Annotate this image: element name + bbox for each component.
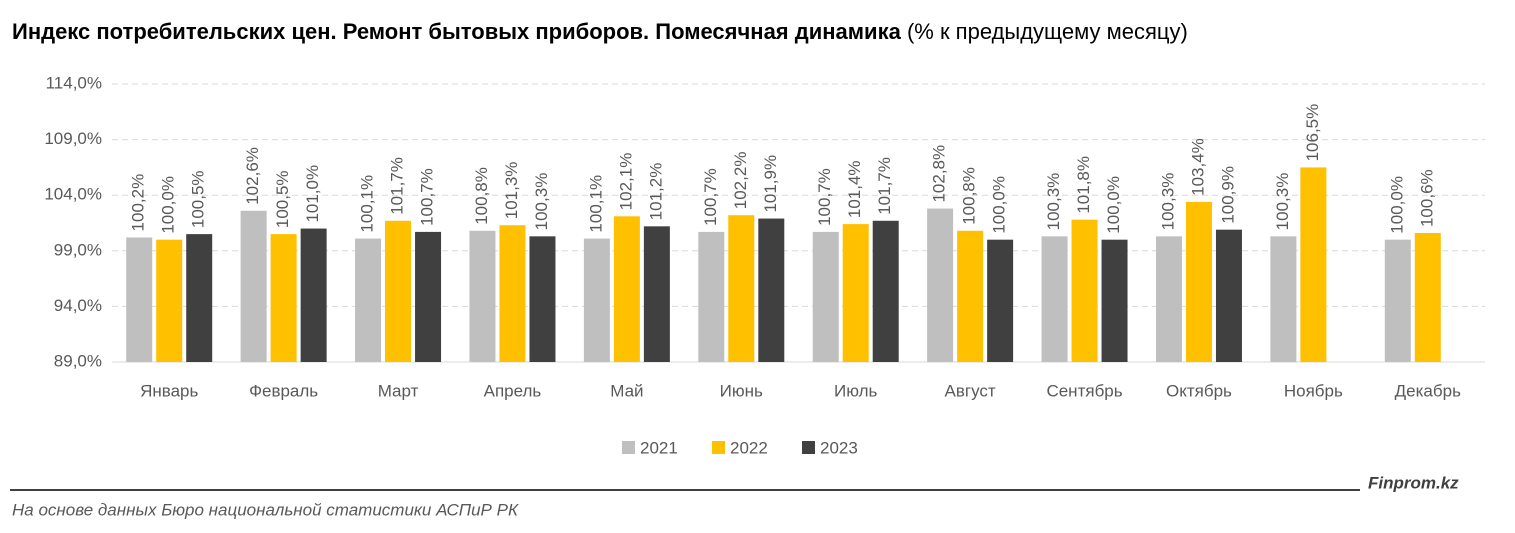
x-tick-label: Январь: [140, 381, 198, 400]
bar: [728, 215, 755, 362]
bar: [842, 224, 869, 362]
value-label: 100,2%: [129, 174, 148, 232]
value-label: 100,0%: [159, 176, 178, 234]
brand: Finprom.kz: [1368, 473, 1459, 492]
value-label: 101,8%: [1074, 156, 1093, 214]
value-label: 100,5%: [273, 170, 292, 228]
title-sub: (% к предыдущему месяцу): [907, 19, 1188, 44]
y-tick-label: 104,0%: [44, 185, 102, 204]
bar: [240, 210, 267, 362]
x-tick-label: Май: [610, 381, 643, 400]
bar: [355, 238, 382, 362]
y-tick-label: 89,0%: [54, 351, 102, 370]
value-label: 100,1%: [358, 175, 377, 233]
value-label: 100,8%: [960, 167, 979, 225]
value-label: 106,5%: [1303, 104, 1322, 162]
value-label: 100,3%: [532, 173, 551, 231]
value-label: 100,6%: [1417, 169, 1436, 227]
value-label: 101,4%: [845, 160, 864, 218]
bar: [1185, 201, 1212, 362]
bar: [613, 216, 640, 362]
bar: [156, 239, 183, 362]
x-tick-label: Сентябрь: [1046, 381, 1122, 400]
value-label: 100,1%: [586, 175, 605, 233]
bar: [698, 231, 725, 362]
value-label: 102,6%: [243, 147, 262, 205]
bar: [643, 226, 670, 362]
value-label: 102,2%: [731, 152, 750, 210]
title-main: Индекс потребительских цен. Ремонт бытов…: [12, 19, 902, 44]
value-label: 102,8%: [930, 145, 949, 203]
value-label: 103,4%: [1188, 138, 1207, 196]
x-tick-label: Август: [945, 381, 996, 400]
y-tick-label: 94,0%: [54, 296, 102, 315]
value-label: 100,8%: [472, 167, 491, 225]
legend-label: 2021: [640, 438, 678, 457]
bar: [300, 228, 327, 362]
value-label: 100,3%: [1158, 173, 1177, 231]
value-label: 100,7%: [701, 168, 720, 226]
bar: [1414, 233, 1441, 362]
value-label: 100,7%: [418, 168, 437, 226]
legend-swatch: [712, 441, 725, 454]
source: На основе данных Бюро национальной стати…: [12, 500, 519, 519]
bar: [1300, 167, 1327, 362]
bar: [385, 220, 412, 362]
bar: [583, 238, 610, 362]
bar: [186, 234, 213, 362]
bar: [126, 237, 153, 362]
bar: [469, 230, 496, 362]
legend-swatch: [802, 441, 815, 454]
bar: [987, 239, 1014, 362]
bar: [1071, 219, 1098, 362]
value-label: 100,5%: [189, 170, 208, 228]
legend-swatch: [622, 441, 635, 454]
bar: [415, 231, 442, 362]
value-label: 101,3%: [502, 162, 521, 220]
bar: [1155, 236, 1182, 362]
bar: [758, 218, 785, 362]
bar: [957, 230, 984, 362]
value-label: 101,7%: [388, 157, 407, 215]
bar: [1270, 236, 1297, 362]
bar: [529, 236, 556, 362]
x-tick-label: Ноябрь: [1284, 381, 1343, 400]
value-label: 100,3%: [1273, 173, 1292, 231]
bar: [499, 225, 526, 362]
bar: [927, 208, 954, 362]
y-tick-label: 109,0%: [44, 129, 102, 148]
x-tick-label: Октябрь: [1166, 381, 1232, 400]
value-label: 100,0%: [1104, 176, 1123, 234]
value-label: 100,0%: [1387, 176, 1406, 234]
y-tick-label: 114,0%: [46, 73, 102, 92]
bar: [1215, 229, 1242, 362]
value-label: 102,1%: [616, 153, 635, 211]
bar: [1384, 239, 1411, 362]
x-tick-label: Июнь: [720, 381, 763, 400]
x-tick-label: Февраль: [249, 381, 318, 400]
value-label: 101,9%: [761, 155, 780, 213]
x-tick-label: Декабрь: [1395, 381, 1461, 400]
x-tick-label: Июль: [834, 381, 878, 400]
value-label: 101,2%: [646, 163, 665, 221]
x-tick-label: Апрель: [484, 381, 542, 400]
x-tick-label: Март: [378, 381, 419, 400]
value-label: 100,3%: [1044, 173, 1063, 231]
bar: [812, 231, 839, 362]
bar: [1041, 236, 1068, 362]
legend-label: 2022: [730, 438, 768, 457]
bar: [872, 220, 899, 362]
value-label: 100,9%: [1218, 166, 1237, 224]
bar: [1101, 239, 1128, 362]
chart-title: Индекс потребительских цен. Ремонт бытов…: [12, 19, 1188, 44]
value-label: 100,0%: [990, 176, 1009, 234]
bar: [270, 234, 297, 362]
value-label: 100,7%: [815, 168, 834, 226]
y-tick-label: 99,0%: [54, 240, 102, 259]
legend-label: 2023: [820, 438, 858, 457]
value-label: 101,0%: [303, 165, 322, 223]
value-label: 101,7%: [875, 157, 894, 215]
